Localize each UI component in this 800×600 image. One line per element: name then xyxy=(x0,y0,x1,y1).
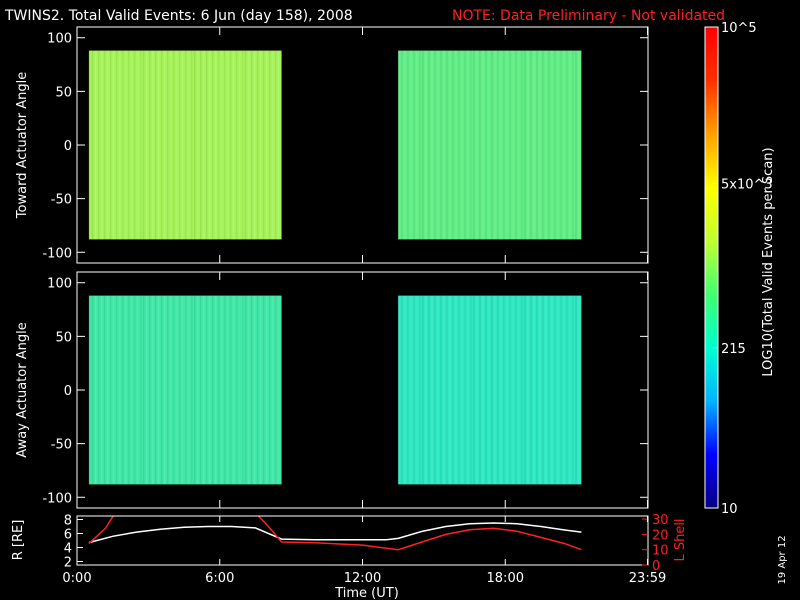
colorbar-gradient xyxy=(705,27,718,508)
toward-ytick-label-1: 50 xyxy=(55,85,72,100)
xtick-label-2: 12:00 xyxy=(344,571,381,586)
away-heatmap-panel: 100 50 0 -50 -100 xyxy=(42,271,649,509)
colorbar-tick-label-0: 10 xyxy=(721,502,738,517)
toward-block-1 xyxy=(398,50,582,240)
away-block-0 xyxy=(88,295,282,485)
away-block-1 xyxy=(398,295,582,485)
colorbar-label: LOG10(Total Valid Events per Scan) xyxy=(761,147,776,376)
orbit-ytick-label-1: 6 xyxy=(64,528,72,543)
away-ytick-label-0: 100 xyxy=(47,277,72,292)
toward-block-0 xyxy=(88,50,282,240)
orbit-y2tick-label-3: 0 xyxy=(652,559,660,574)
preliminary-note: NOTE: Data Preliminary - Not validated xyxy=(452,8,725,24)
orbit-ytick-label-0: 8 xyxy=(64,514,72,529)
xtick-label-4: 23:59 xyxy=(629,571,666,586)
series-line-r xyxy=(88,522,582,544)
colorbar-tick-label-3: 10^5 xyxy=(721,21,757,36)
colorbar-tick-label-1: 215 xyxy=(721,342,746,357)
away-ylabel: Away Actuator Angle xyxy=(15,322,30,457)
date-stamp: 19 Apr 12 xyxy=(777,535,788,584)
xtick-label-3: 18:00 xyxy=(487,571,524,586)
toward-heatmap-panel: 100 50 0 -50 -100 xyxy=(42,26,649,264)
colorbar-tick-label-2: 5x10^3 xyxy=(721,177,773,192)
xlabel: Time (UT) xyxy=(334,586,399,600)
orbit-y2tick-label-0: 30 xyxy=(652,513,669,528)
orbit-y2tick-label-2: 10 xyxy=(652,544,669,559)
away-ytick-label-1: 50 xyxy=(55,330,72,345)
away-ytick-label-2: 0 xyxy=(64,384,72,399)
xtick-label-1: 6:00 xyxy=(205,571,234,586)
away-ytick-label-3: -50 xyxy=(51,438,72,453)
toward-ytick-label-4: -100 xyxy=(42,246,72,261)
orbit-y2tick-label-1: 20 xyxy=(652,528,669,543)
series-line-l-shell xyxy=(88,516,582,551)
toward-ytick-label-0: 100 xyxy=(47,32,72,47)
orbit-ytick-label-2: 4 xyxy=(64,542,72,557)
away-ytick-label-4: -100 xyxy=(42,491,72,506)
orbit-y2label: L Shell xyxy=(673,518,688,561)
toward-ytick-label-3: -50 xyxy=(51,193,72,208)
colorbar: 10 215 5x10^3 10^5 xyxy=(704,21,773,517)
orbit-ytick-label-3: 2 xyxy=(64,556,72,571)
xtick-label-0: 0:00 xyxy=(62,571,91,586)
chart-title: TWINS2. Total Valid Events: 6 Jun (day 1… xyxy=(4,8,353,24)
orbit-ylabel: R [RE] xyxy=(11,520,26,561)
toward-ytick-label-2: 0 xyxy=(64,139,72,154)
toward-ylabel: Toward Actuator Angle xyxy=(15,72,30,219)
